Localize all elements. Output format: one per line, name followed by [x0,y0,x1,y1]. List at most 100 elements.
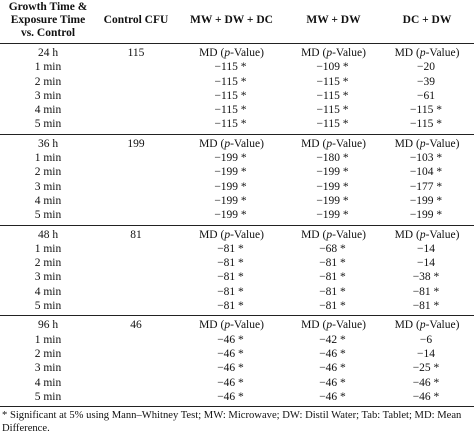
value-dc-dw: −14 [417,257,435,270]
md-label-suffix: -Value) [425,47,460,59]
md-label-mw-dw-dc: MD (p-Value) [176,44,287,61]
value-mw-dw: −180 * [316,152,349,165]
value-mw-dw-dc: −115 * [176,117,287,135]
md-label-prefix: MD ( [394,47,420,59]
value-mw-dw-dc: −199 * [214,166,247,179]
md-label-prefix: MD ( [394,228,420,241]
table-row: 4 min −115 * −115 * −115 * [0,103,474,117]
md-label-suffix: -Value) [332,228,366,241]
table-row: 3 min −81 * −81 * −38 * [0,270,474,284]
md-label-p: p [224,47,231,59]
exposure-time: 1 min [34,61,62,74]
table-row: 1 min −81 * −68 * −14 [0,242,474,256]
value-dc-dw: −115 * [410,104,442,117]
control-cfu-empty [96,270,176,284]
control-cfu-empty [96,60,176,74]
md-label-dc-dw: MD (p-Value) [380,225,474,242]
value-mw-dw-dc: −115 * [214,89,247,102]
value-mw-dw-dc: −199 * [214,152,247,165]
exposure-time: 2 min [34,75,62,88]
md-label-p: p [419,137,426,150]
value-dc-dw: −199 * [409,194,443,207]
exposure-time: 2 min [34,257,62,270]
exposure-time: 1 min [34,152,62,165]
value-dc-dw: −103 * [409,152,443,165]
value-mw-dw-dc: −199 * [176,208,287,226]
table-row: 3 min −199 * −199 * −177 * [0,180,474,194]
md-label-prefix: MD ( [394,137,420,150]
value-dc-dw: −104 * [409,166,443,179]
md-label-suffix: -Value) [230,228,264,241]
value-dc-dw: −6 [419,333,433,346]
value-dc-dw: −25 * [412,362,440,375]
value-mw-dw-dc: −199 * [214,194,247,207]
value-mw-dw: −115 * [316,89,349,102]
value-mw-dw-dc: −115 * [214,104,247,117]
table-row: 2 min −115 * −115 * −39 [0,75,474,89]
value-mw-dw-dc: −46 * [217,347,244,360]
table-row: 3 min −46 * −46 * −25 * [0,361,474,375]
exposure-time: 5 min [0,117,96,135]
value-mw-dw-dc: −46 * [217,333,244,346]
md-label-suffix: -Value) [332,47,366,59]
header-control-cfu: Control CFU [96,0,176,44]
md-label-prefix: MD ( [301,319,327,332]
exposure-time: 1 min [34,333,62,346]
md-label-prefix: MD ( [199,228,225,241]
value-dc-dw: −115 * [380,117,474,135]
control-cfu-empty [96,180,176,194]
exposure-time: 3 min [34,89,62,102]
control-cfu-empty [96,165,176,179]
group-header-row: 24 h 115 MD (p-Value) MD (p-Value) MD (p-Val… [0,44,474,61]
control-cfu-empty [96,361,176,375]
md-label-p: p [326,319,333,332]
md-label-p: p [224,228,231,241]
table-body: 24 h 115 MD (p-Value) MD (p-Value) MD (p-Val… [0,44,474,408]
control-cfu-empty [96,117,176,135]
md-label-prefix: MD ( [301,137,327,150]
exposure-time: 5 min [0,208,96,226]
md-label-p: p [419,47,426,59]
value-mw-dw: −81 * [287,299,380,317]
md-label-dc-dw: MD (p-Value) [380,316,474,333]
value-dc-dw: −177 * [409,180,443,193]
exposure-time: 4 min [34,285,62,298]
table-row: 4 min −199 * −199 * −199 * [0,194,474,208]
md-label-p: p [326,137,333,150]
header-line-1: Growth Time & [8,1,88,13]
md-label-prefix: MD ( [301,228,327,241]
value-mw-dw-dc: −46 * [176,389,287,408]
table-footnote: * Significant at 5% using Mann–Whitney T… [2,410,462,434]
exposure-time: 4 min [34,376,62,389]
exposure-time: 2 min [34,166,62,179]
md-label-p: p [326,47,333,59]
value-mw-dw: −46 * [319,362,346,375]
value-dc-dw: −199 * [380,208,474,226]
growth-time: 96 h [37,319,59,332]
value-dc-dw: −39 [417,75,435,88]
value-mw-dw: −46 * [319,347,346,360]
value-mw-dw: −46 * [287,389,380,408]
control-cfu-empty [96,151,176,165]
table-row: 4 min −81 * −81 * −81 * [0,285,474,299]
table-row: 2 min −81 * −81 * −14 [0,256,474,270]
table-row: 2 min −199 * −199 * −104 * [0,165,474,179]
value-mw-dw: −199 * [287,208,380,226]
md-label-suffix: -Value) [425,137,460,150]
value-dc-dw: −81 * [380,299,474,317]
control-cfu-empty [96,285,176,299]
value-mw-dw: −199 * [316,194,349,207]
group-header-row: 48 h 81 MD (p-Value) MD (p-Value) MD (p-Valu… [0,225,474,242]
header-growth-exposure-time: Growth Time & Exposure Time vs. Control [0,0,96,44]
md-label-mw-dw: MD (p-Value) [287,134,380,151]
control-cfu-empty [96,256,176,270]
exposure-time: 5 min [0,389,96,408]
value-mw-dw: −115 * [316,75,349,88]
control-cfu-empty [96,376,176,390]
value-mw-dw-dc: −115 * [214,75,247,88]
table-row: 1 min −46 * −42 * −6 [0,333,474,347]
value-dc-dw: −20 [417,61,435,74]
header-dc-dw: DC + DW [380,0,474,44]
value-mw-dw-dc: −46 * [217,376,244,389]
